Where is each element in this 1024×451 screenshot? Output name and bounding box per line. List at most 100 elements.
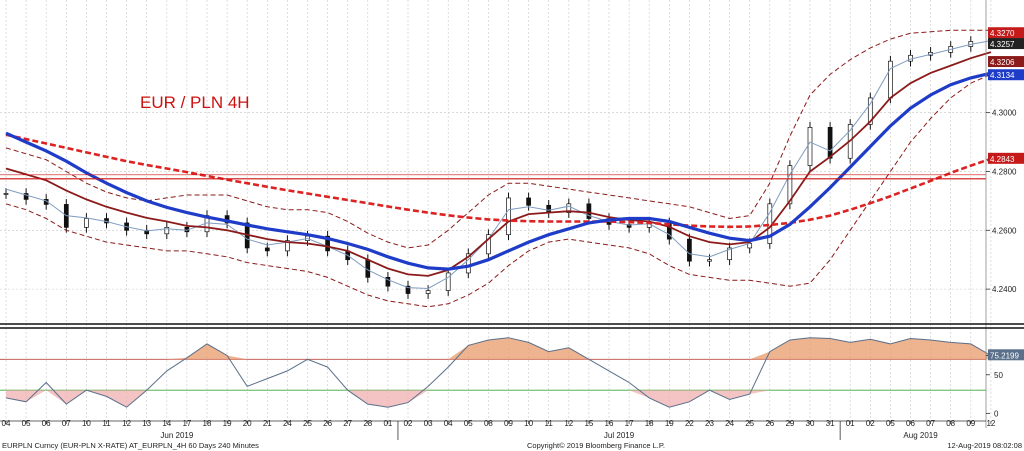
date-tick-label: 25	[745, 419, 754, 428]
date-tick-label: 19	[223, 419, 232, 428]
date-tick-label: 13	[142, 419, 151, 428]
price-label: 4.3257	[990, 40, 1015, 49]
price-label-box	[988, 152, 1024, 164]
date-tick-label: 18	[203, 419, 212, 428]
date-tick-label: 12	[564, 419, 573, 428]
date-tick-label: 08	[946, 419, 955, 428]
date-tick-label: 26	[323, 419, 332, 428]
date-tick-label: 16	[605, 419, 614, 428]
candle-body	[888, 60, 893, 99]
ma-fast-line	[5, 40, 991, 290]
candle-body	[285, 240, 290, 252]
rsi-overbought-fill	[6, 337, 991, 360]
date-tick-label: 12	[122, 419, 131, 428]
candle-body	[264, 247, 270, 252]
date-tick-label: 01	[846, 419, 855, 428]
rsi-panel	[0, 337, 992, 408]
price-label-box	[988, 27, 1024, 39]
date-tick-label: 09	[966, 419, 975, 428]
rsi-label-box	[988, 349, 1024, 361]
candle-body	[325, 235, 330, 252]
candle-body	[526, 197, 531, 206]
candle-body	[787, 165, 793, 205]
date-tick-label: 29	[785, 419, 794, 428]
candle-body	[385, 277, 391, 287]
price-label-box	[988, 38, 1024, 50]
price-tick-label: 4.2600	[992, 226, 1017, 235]
candle-body	[486, 234, 491, 255]
date-tick-label: 06	[906, 419, 915, 428]
date-tick-label: 25	[303, 419, 312, 428]
candle-body	[827, 127, 833, 159]
date-tick-label: 07	[62, 419, 71, 428]
date-tick-label: 23	[705, 419, 714, 428]
date-tick-label: 05	[22, 419, 31, 428]
axes: 4.2400 4.2600 4.2800 4.3000 4.3270 4.3257 4.32…	[0, 0, 1024, 440]
date-tick-label: 17	[625, 419, 634, 428]
ma-slow-line	[5, 71, 992, 271]
date-tick-label: 11	[545, 419, 554, 428]
footer-left: EURPLN Curncy (EUR-PLN X-RATE) AT_EURPLN…	[2, 441, 259, 450]
price-label-box	[988, 69, 1024, 81]
footer-right: 12-Aug-2019 08:02:08	[947, 441, 1022, 450]
date-tick-label: 05	[886, 419, 895, 428]
price-tick-label: 4.2400	[992, 285, 1017, 294]
date-tick-label: 26	[765, 419, 774, 428]
date-tick-label: 12	[986, 419, 995, 428]
candle-body	[546, 204, 552, 213]
price-label: 4.3134	[990, 71, 1015, 80]
date-tick-label: 24	[725, 419, 734, 428]
candle-body	[626, 224, 632, 228]
candle-body	[465, 253, 471, 274]
footer-center: Copyright© 2019 Bloomberg Finance L.P.	[527, 441, 665, 450]
date-tick-label: 02	[404, 419, 413, 428]
date-tick-label: 15	[584, 419, 593, 428]
date-tick-label: 04	[2, 419, 11, 428]
date-tick-label: 20	[243, 419, 252, 428]
month-label: Aug 2019	[903, 431, 938, 440]
price-label: 4.3206	[990, 58, 1015, 67]
candle-body	[3, 193, 9, 195]
date-tick-label: 04	[444, 419, 453, 428]
date-tick-label: 10	[82, 419, 91, 428]
rsi-oversold-fill	[6, 390, 991, 408]
candle-body	[405, 285, 411, 294]
rsi-tick-label: 50	[994, 371, 1003, 380]
date-tick-label: 21	[263, 419, 272, 428]
candle-body	[807, 127, 813, 166]
month-label: Jul 2019	[604, 431, 635, 440]
price-label: 4.2843	[990, 155, 1015, 164]
date-tick-label: 18	[645, 419, 654, 428]
date-tick-label: 03	[424, 419, 433, 428]
candle-body	[707, 259, 712, 262]
candle-body	[566, 203, 572, 213]
candle-body	[687, 238, 692, 262]
price-tick-label: 4.2800	[992, 167, 1017, 176]
date-tick-label: 08	[484, 419, 493, 428]
rsi-line	[5, 337, 992, 408]
rsi-label: 75.2199	[990, 351, 1019, 360]
candle-body	[727, 247, 732, 261]
candle-body	[445, 272, 451, 291]
candle-body	[586, 203, 592, 219]
ma-200-line	[5, 133, 992, 229]
price-label-box	[988, 56, 1024, 68]
date-tick-label: 22	[685, 419, 694, 428]
date-tick-label: 10	[524, 419, 533, 428]
candle-body	[867, 97, 873, 125]
candle-body	[144, 229, 150, 235]
date-tick-label: 06	[42, 419, 51, 428]
date-tick-label: 30	[806, 419, 815, 428]
date-tick-label: 01	[383, 419, 392, 428]
date-tick-label: 27	[343, 419, 352, 428]
bollinger-lower	[5, 73, 992, 308]
date-tick-label: 31	[826, 419, 835, 428]
candle-body	[425, 290, 431, 294]
bollinger-upper	[5, 29, 991, 249]
price-tick-label: 4.3000	[992, 109, 1017, 118]
date-tick-label: 14	[162, 419, 171, 428]
candle-body	[23, 193, 29, 200]
ma-mid-line	[5, 51, 992, 277]
chart-title: EUR / PLN 4H	[140, 93, 250, 112]
